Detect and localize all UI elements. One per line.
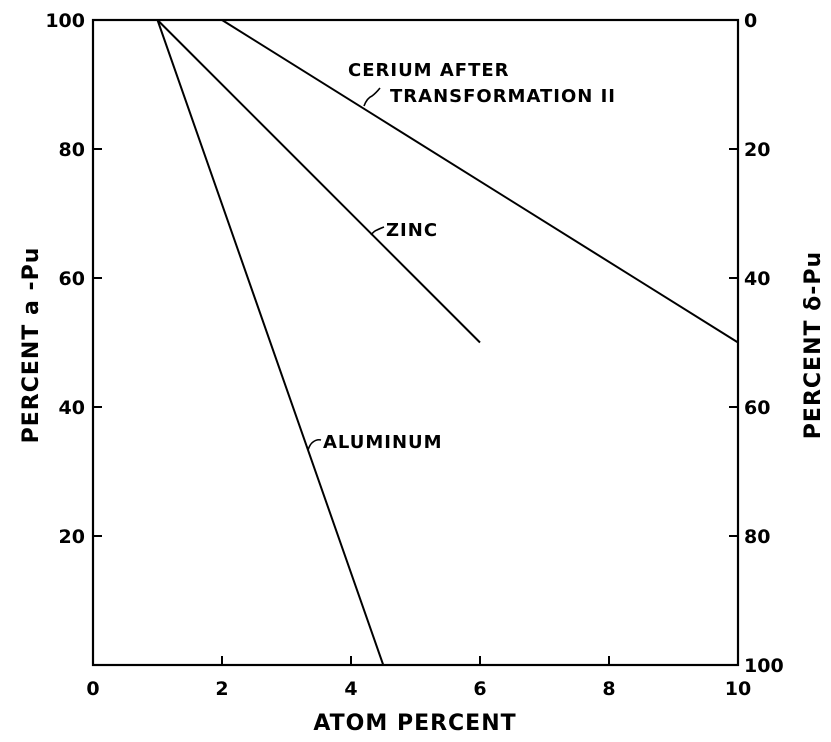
aluminum-leader: [307, 438, 322, 451]
plot-area: [91, 18, 740, 667]
cerium-leader: [363, 87, 381, 107]
series-labels: CERIUM AFTER TRANSFORMATION II ZINC ALUM…: [307, 60, 616, 453]
y-axis-title: PERCENT a -Pu: [19, 247, 44, 444]
y2-tick-label: 0: [744, 10, 757, 32]
y2-axis-tick-labels: 0 20 40 60 80 100: [744, 10, 784, 677]
x-axis-tick-labels: 0 2 4 6 8 10: [86, 678, 751, 700]
plot-frame: [91, 18, 740, 667]
x-tick-label: 4: [344, 678, 357, 700]
y-tick-label: 40: [59, 397, 85, 419]
y2-tick-label: 60: [744, 397, 770, 419]
x-tick-label: 10: [725, 678, 751, 700]
y2-tick-label: 40: [744, 268, 770, 290]
y-axis-tick-labels: 20 40 60 80 100: [45, 10, 85, 548]
series-line-zinc: [156, 19, 481, 344]
y-tick-label: 80: [59, 139, 85, 161]
x-tick-label: 8: [602, 678, 615, 700]
cerium-label-line-2: TRANSFORMATION II: [390, 86, 616, 107]
series-line-cerium: [221, 19, 739, 344]
y-tick-label: 60: [59, 268, 85, 290]
cerium-label-line-1: CERIUM AFTER: [348, 60, 510, 81]
x-axis-title: ATOM PERCENT: [313, 711, 516, 736]
axis-ticks: [92, 19, 739, 666]
series-line-aluminum: [156, 19, 385, 666]
x-tick-label: 0: [86, 678, 99, 700]
y-tick-label: 100: [45, 10, 85, 32]
zinc-label: ZINC: [386, 220, 438, 241]
y2-tick-label: 80: [744, 526, 770, 548]
zinc-leader: [370, 226, 385, 236]
y2-axis-title: PERCENT δ-Pu: [801, 251, 826, 439]
x-tick-label: 2: [215, 678, 228, 700]
y2-tick-label: 100: [744, 655, 784, 677]
y-tick-label: 20: [59, 526, 85, 548]
aluminum-label: ALUMINUM: [323, 432, 443, 453]
x-tick-label: 6: [473, 678, 486, 700]
series-lines: [156, 19, 739, 666]
y2-tick-label: 20: [744, 139, 770, 161]
